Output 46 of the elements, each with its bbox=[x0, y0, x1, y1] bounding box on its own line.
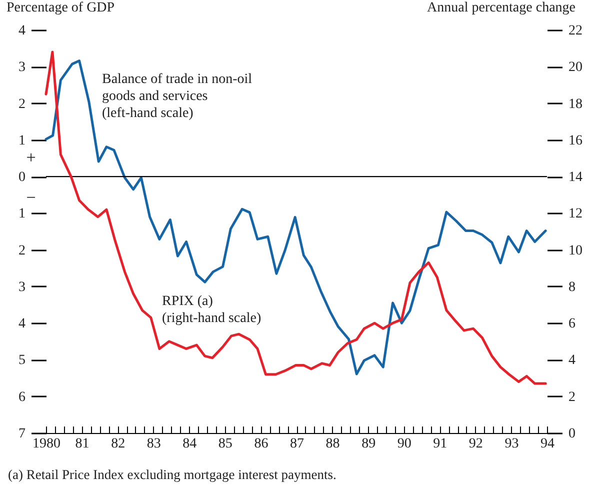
y-tick-label: 1 bbox=[18, 206, 26, 222]
y2-tick-label: 8 bbox=[568, 280, 576, 295]
x-tick-label: 82 bbox=[111, 436, 126, 452]
y2-tick-label: 6 bbox=[568, 316, 576, 332]
x-tick-label: 93 bbox=[504, 436, 519, 452]
y2-tick-label: 2 bbox=[568, 390, 576, 405]
y-tick-label: 7 bbox=[18, 426, 26, 442]
y-tick-label: 6 bbox=[18, 390, 26, 405]
text: − bbox=[26, 188, 36, 207]
y2-tick-label: 14 bbox=[568, 170, 582, 186]
y-tick-label: 2 bbox=[18, 96, 26, 112]
text: (a) Retail Price Index excluding mortgage interest payments. bbox=[8, 467, 336, 482]
x-tick-label: 91 bbox=[433, 436, 448, 452]
y-tick-label: 5 bbox=[18, 353, 26, 368]
text: + bbox=[26, 148, 36, 167]
y2-tick-label: 22 bbox=[568, 24, 582, 38]
y2-tick-label: 0 bbox=[568, 426, 576, 442]
y2-tick-label: 12 bbox=[568, 206, 582, 222]
y2-axis-title: Annual percentage change bbox=[427, 0, 576, 16]
y2-tick-label: 18 bbox=[568, 96, 582, 112]
y-tick-label: 4 bbox=[18, 24, 26, 38]
x-tick-label: 89 bbox=[362, 436, 376, 452]
x-tick-label: 85 bbox=[218, 436, 232, 452]
x-tick-label: 87 bbox=[290, 436, 304, 452]
x-tick-label: 83 bbox=[146, 436, 161, 452]
x-tick-label: 81 bbox=[75, 436, 90, 452]
y-axis-title: Percentage of GDP bbox=[6, 0, 115, 16]
x-tick-label: 86 bbox=[254, 436, 268, 452]
x-tick-label: 88 bbox=[326, 436, 340, 452]
x-tick-label: 94 bbox=[540, 436, 554, 452]
y-tick-label: 3 bbox=[18, 280, 26, 295]
y2-tick-label: 20 bbox=[568, 60, 582, 76]
x-tick-label: 90 bbox=[397, 436, 412, 452]
y2-tick-label: 10 bbox=[568, 243, 582, 258]
series-label: RPIX (a) (right-hand scale) bbox=[162, 294, 262, 326]
y-tick-label: 0 bbox=[18, 170, 26, 186]
x-tick-label: 92 bbox=[468, 436, 483, 452]
x-tick-label: 1980 bbox=[32, 436, 60, 452]
y-tick-label: 4 bbox=[18, 316, 26, 332]
y2-tick-label: 16 bbox=[568, 133, 582, 148]
x-tick-label: 84 bbox=[182, 436, 197, 452]
series-label: Balance of trade in non-oil goods and services (left-hand scale) bbox=[102, 72, 252, 121]
y-tick-label: 3 bbox=[18, 60, 26, 76]
y-tick-label: 1 bbox=[18, 133, 26, 148]
y2-tick-label: 4 bbox=[568, 353, 576, 368]
y-tick-label: 2 bbox=[18, 243, 26, 258]
